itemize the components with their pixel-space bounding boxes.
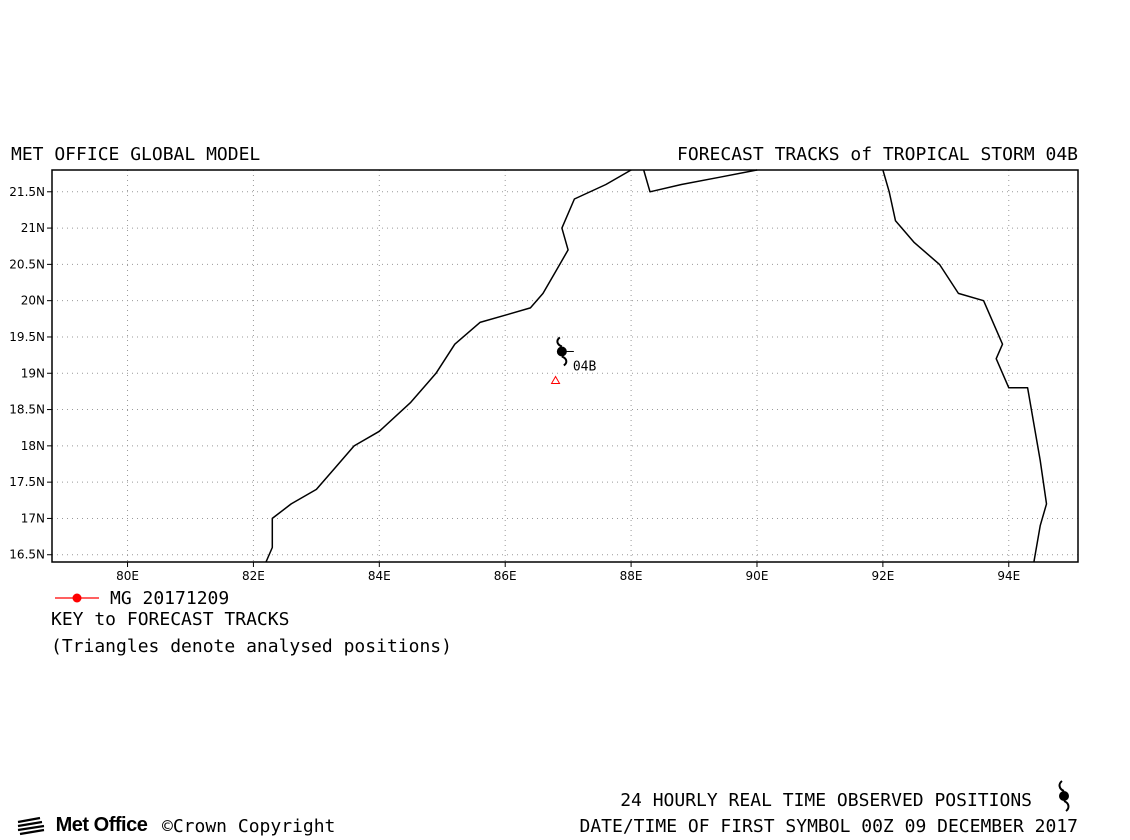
map-grid [52,170,1078,562]
lat-tick-label: 18.5N [9,403,45,417]
tropical-cyclone-icon [556,336,574,367]
tropical-cyclone-icon [1058,780,1070,812]
cyclone-arm [556,336,563,348]
lat-tick-label: 21N [21,221,45,235]
lat-tick-label: 20.5N [9,257,45,271]
forecast-title: FORECAST TRACKS of TROPICAL STORM 04B [677,144,1078,165]
lat-tick-label: 18N [21,439,45,453]
lon-tick-label: 84E [368,569,391,583]
met-office-logo-icon [17,816,45,835]
model-title: MET OFFICE GLOBAL MODEL [11,144,261,165]
cyclone-eye [556,346,567,357]
first-symbol-date: DATE/TIME OF FIRST SYMBOL 00Z 09 DECEMBE… [579,816,1079,837]
met-office-logo: Met Office [16,814,148,836]
cyclone-arm [561,355,568,367]
storm-label: 04B [573,359,597,374]
coastlines [265,169,1048,563]
lon-tick-label: 92E [871,569,894,583]
key-title: KEY to FORECAST TRACKS [51,609,290,630]
coastline [882,169,1048,563]
map-frame [51,169,1079,563]
observed-positions-note: 24 HOURLY REAL TIME OBSERVED POSITIONS [620,790,1032,811]
axis-ticks: 80E 82E 84E 86E 88E 90E 92E 94E 16.5N 17N 17.5N 18N… [9,185,1020,583]
coastline [265,169,632,563]
met-office-logo-text: Met Office [55,814,148,836]
lat-tick-label: 19.5N [9,330,45,344]
lon-tick-label: 86E [494,569,517,583]
lon-tick-label: 80E [116,569,139,583]
key-note: (Triangles denote analysed positions) [51,636,452,657]
track-legend-symbol [55,593,99,603]
lon-tick-label: 82E [242,569,265,583]
lon-tick-label: 90E [746,569,769,583]
lat-tick-label: 20N [21,294,45,308]
lat-tick-label: 21.5N [9,185,45,199]
lat-tick-label: 17N [21,511,45,525]
track-legend-label: MG 20171209 [110,588,230,609]
lat-tick-label: 16.5N [9,548,45,562]
lat-tick-label: 17.5N [9,475,45,489]
lat-tick-label: 19N [21,366,45,380]
lon-tick-label: 94E [997,569,1020,583]
coastline [642,169,758,193]
storm-markers: 04B [550,336,597,385]
analysed-position-triangle [550,375,561,385]
copyright-text: ©Crown Copyright [162,816,336,837]
lon-tick-label: 88E [620,569,643,583]
